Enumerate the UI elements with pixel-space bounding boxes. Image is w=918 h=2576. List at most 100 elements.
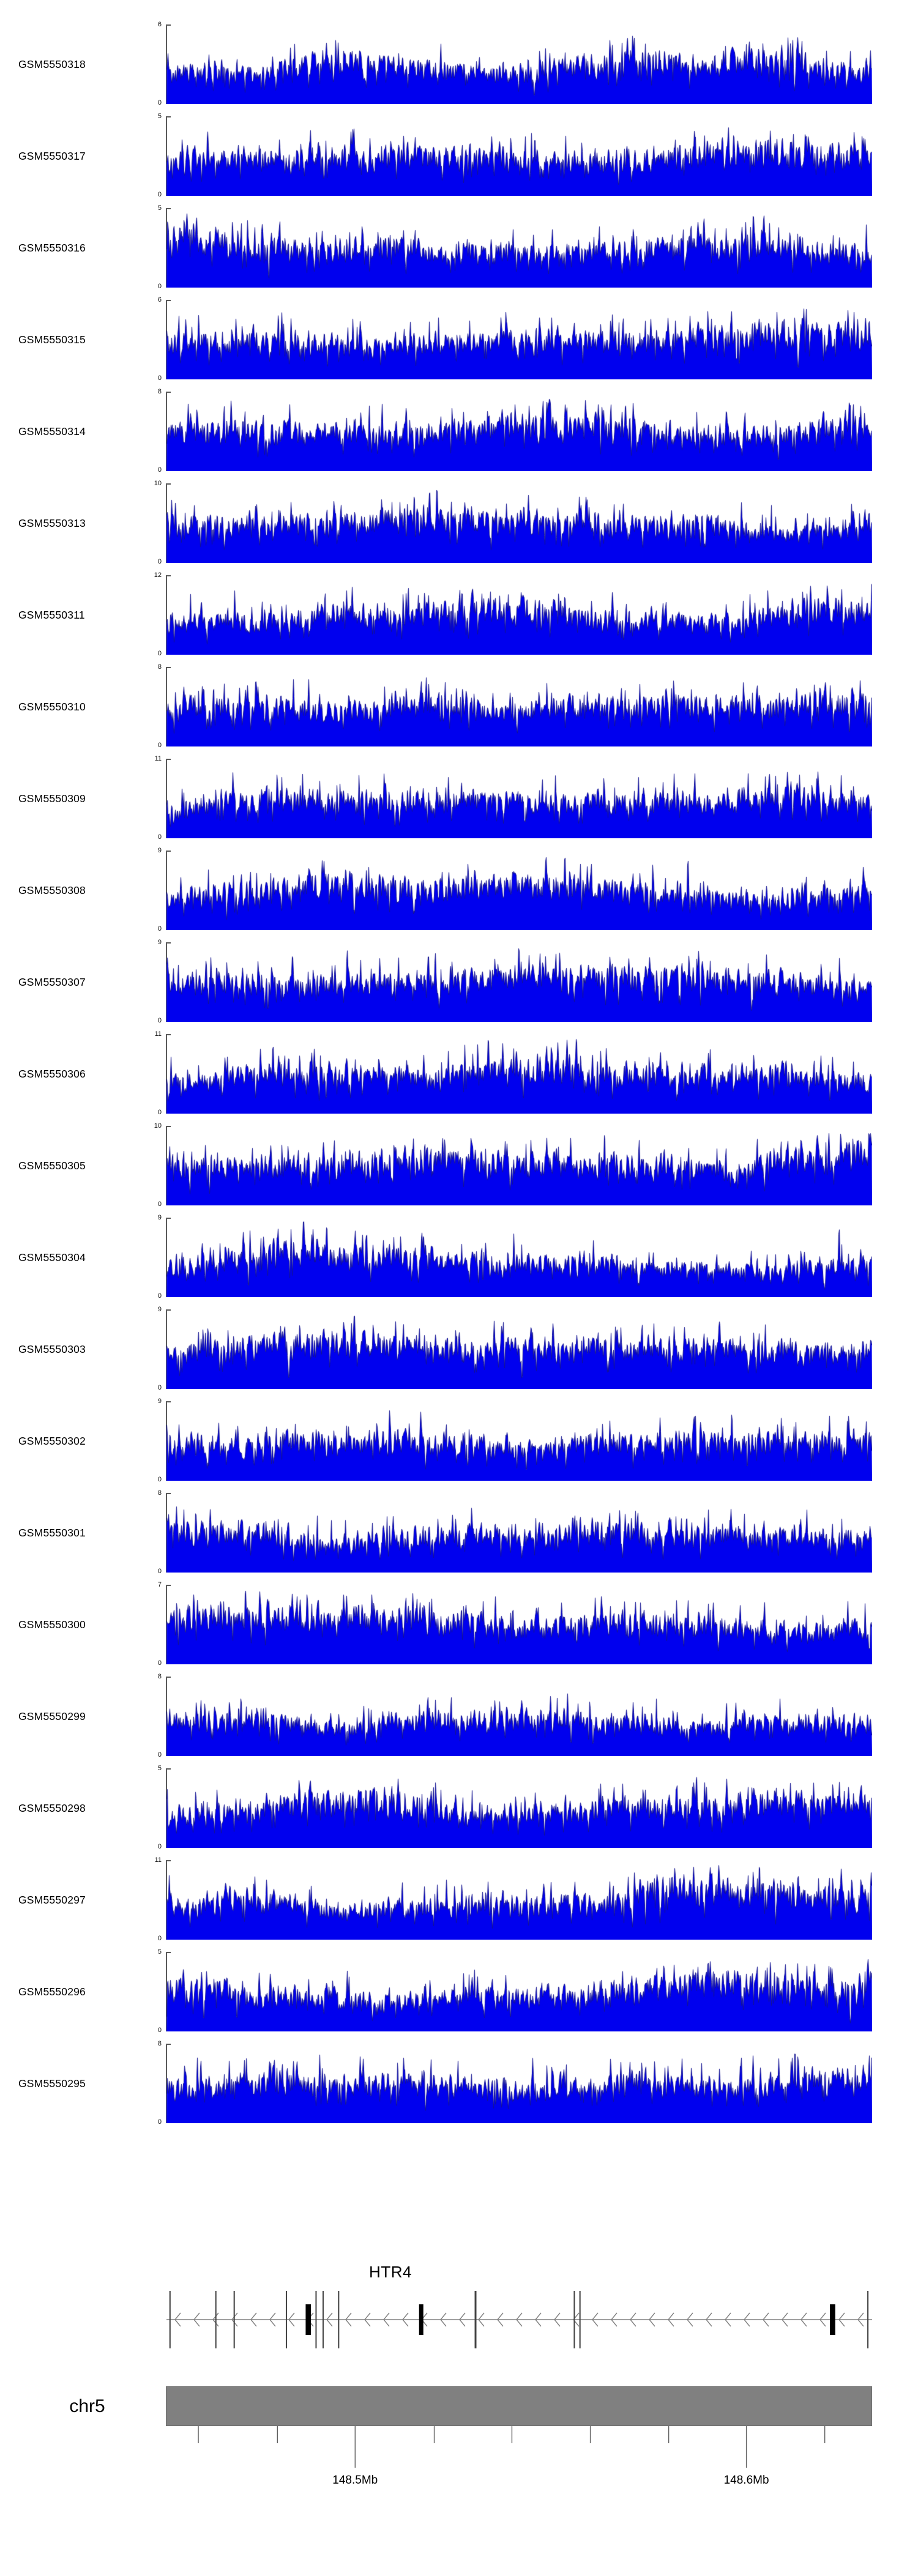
strand-arrow-left-icon [782, 2312, 788, 2327]
coverage-area-plot[interactable] [166, 942, 872, 1022]
coverage-area-plot[interactable] [166, 1218, 872, 1297]
coding-exon[interactable] [305, 2304, 312, 2335]
yaxis-max-label: 10 [154, 1122, 162, 1130]
coverage-area-plot[interactable] [166, 851, 872, 930]
yaxis-min-label: 0 [157, 99, 162, 106]
coverage-track: GSM5550295 8 0 [0, 2038, 918, 2129]
yaxis-min-label: 0 [157, 2027, 162, 2034]
exon-boundary[interactable] [169, 2291, 171, 2348]
yaxis-min-label: 0 [157, 650, 162, 657]
exon-boundary[interactable] [579, 2291, 581, 2348]
yaxis-min-label: 0 [157, 1476, 162, 1483]
strand-arrow-left-icon [838, 2312, 845, 2327]
strand-arrow-left-icon [725, 2312, 731, 2327]
coverage-area-plot[interactable] [166, 2044, 872, 2123]
yaxis-max-label: 10 [154, 480, 162, 487]
coverage-area-plot[interactable] [166, 392, 872, 471]
coverage-track: GSM5550296 5 0 [0, 1946, 918, 2038]
yaxis-min-label: 0 [157, 742, 162, 749]
coverage-track-label: GSM5550313 [18, 516, 86, 529]
chromosome-label: chr5 [69, 2395, 105, 2416]
yaxis-min-label: 0 [157, 2118, 162, 2126]
coding-exon[interactable] [830, 2304, 835, 2335]
coverage-area-plot[interactable] [166, 24, 872, 104]
coverage-area-plot[interactable] [166, 575, 872, 655]
coverage-area-plot[interactable] [166, 300, 872, 379]
coverage-area-plot[interactable] [166, 208, 872, 288]
coverage-area-plot[interactable] [166, 483, 872, 563]
exon-boundary[interactable] [315, 2291, 317, 2348]
coverage-track-label: GSM5550297 [18, 1893, 86, 1906]
strand-arrow-left-icon [819, 2312, 826, 2327]
coverage-area-plot[interactable] [166, 759, 872, 838]
yaxis-min-label: 0 [157, 1935, 162, 1942]
strand-arrow-left-icon [212, 2312, 219, 2327]
coverage-track-label: GSM5550301 [18, 1526, 86, 1539]
coverage-track-label: GSM5550306 [18, 1067, 86, 1080]
exon-boundary[interactable] [573, 2291, 575, 2348]
strand-arrow-left-icon [535, 2312, 542, 2327]
yaxis-min-label: 0 [157, 1568, 162, 1575]
coverage-track-label: GSM5550299 [18, 1710, 86, 1722]
yaxis-max-label: 9 [157, 1306, 162, 1313]
coverage-area-plot[interactable] [166, 1034, 872, 1114]
coverage-track-label: GSM5550310 [18, 700, 86, 713]
yaxis-min-label: 0 [157, 1201, 162, 1208]
strand-arrow-left-icon [345, 2312, 352, 2327]
coverage-area-plot[interactable] [166, 1768, 872, 1848]
coverage-area-plot[interactable] [166, 1860, 872, 1940]
yaxis-min-label: 0 [157, 558, 162, 565]
coverage-area-plot[interactable] [166, 1126, 872, 1205]
yaxis-max-label: 5 [157, 204, 162, 212]
coverage-area-plot[interactable] [166, 1309, 872, 1389]
coverage-track-label: GSM5550300 [18, 1618, 86, 1631]
coding-exon[interactable] [419, 2304, 424, 2335]
strand-arrow-left-icon [383, 2312, 390, 2327]
strand-arrow-left-icon [800, 2312, 807, 2327]
coverage-area-plot[interactable] [166, 1677, 872, 1756]
strand-arrow-left-icon [364, 2312, 371, 2327]
coverage-track: GSM5550315 6 0 [0, 294, 918, 385]
strand-arrow-left-icon [706, 2312, 712, 2327]
yaxis-min-label: 0 [157, 925, 162, 932]
exon-boundary[interactable] [215, 2291, 217, 2348]
coverage-track-label: GSM5550317 [18, 149, 86, 162]
coverage-track-label: GSM5550295 [18, 2077, 86, 2090]
chromosome-ideogram-bar[interactable] [166, 2386, 872, 2426]
exon-boundary[interactable] [233, 2291, 235, 2348]
coverage-track: GSM5550305 10 0 [0, 1120, 918, 1212]
yaxis-min-label: 0 [157, 1292, 162, 1300]
coverage-track-label: GSM5550314 [18, 425, 86, 437]
yaxis-max-label: 8 [157, 388, 162, 395]
coverage-area-plot[interactable] [166, 1401, 872, 1481]
coverage-track: GSM5550308 9 0 [0, 844, 918, 936]
strand-arrow-left-icon [174, 2312, 181, 2327]
strand-arrow-left-icon [668, 2312, 674, 2327]
yaxis-min-label: 0 [157, 1384, 162, 1391]
coverage-area-plot[interactable] [166, 1952, 872, 2031]
strand-arrow-left-icon [649, 2312, 655, 2327]
yaxis-max-label: 8 [157, 1489, 162, 1497]
exon-boundary[interactable] [867, 2291, 869, 2348]
coverage-track-label: GSM5550309 [18, 792, 86, 805]
exon-boundary[interactable] [474, 2291, 477, 2348]
coverage-track: GSM5550309 11 0 [0, 753, 918, 844]
exon-boundary[interactable] [322, 2291, 324, 2348]
strand-arrow-left-icon [687, 2312, 693, 2327]
coverage-area-plot[interactable] [166, 1585, 872, 1664]
yaxis-min-label: 0 [157, 374, 162, 382]
coverage-track: GSM5550316 5 0 [0, 202, 918, 294]
yaxis-max-label: 5 [157, 1948, 162, 1956]
coverage-track-label: GSM5550308 [18, 884, 86, 896]
strand-arrow-left-icon [554, 2312, 561, 2327]
coverage-track: GSM5550303 9 0 [0, 1303, 918, 1395]
coverage-track-label: GSM5550318 [18, 58, 86, 70]
coverage-track: GSM5550310 8 0 [0, 661, 918, 753]
exon-boundary[interactable] [338, 2291, 340, 2348]
exon-boundary[interactable] [285, 2291, 288, 2348]
coverage-track: GSM5550304 9 0 [0, 1212, 918, 1303]
gene-model-canvas[interactable] [166, 2286, 872, 2353]
coverage-area-plot[interactable] [166, 667, 872, 746]
coverage-area-plot[interactable] [166, 1493, 872, 1573]
coverage-area-plot[interactable] [166, 116, 872, 196]
